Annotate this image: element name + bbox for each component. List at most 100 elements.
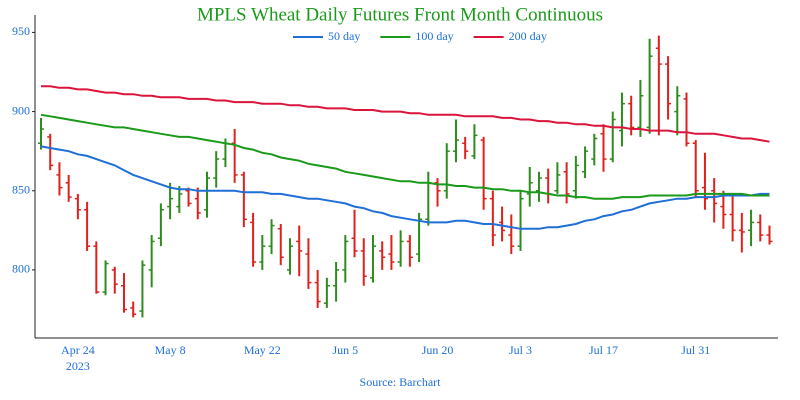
ohlc-bar	[406, 235, 413, 267]
ohlc-bar	[600, 124, 607, 172]
ohlc-bar	[526, 167, 533, 207]
ohlc-bar	[277, 224, 284, 266]
ohlc-bar	[360, 238, 367, 286]
ohlc-bar	[268, 219, 275, 255]
moving-average-line	[41, 85, 770, 143]
ohlc-bar	[618, 92, 625, 147]
ohlc-bar	[563, 162, 570, 204]
x-tick-label: Apr 24	[61, 343, 95, 357]
ohlc-bar	[56, 162, 63, 196]
ohlc-bar	[517, 190, 524, 251]
moving-average-line	[40, 113, 770, 200]
ohlc-bar	[203, 171, 210, 218]
ohlc-bar	[471, 124, 478, 160]
x-tick-label: Jun 20	[422, 343, 454, 357]
ohlc-bar	[665, 56, 672, 120]
legend: 50 day 100 day 200 day	[293, 29, 547, 43]
ohlc-bar	[93, 241, 100, 294]
ohlc-bar	[250, 212, 257, 267]
ohlc-bar	[748, 209, 755, 247]
source-label: Source: Barchart	[360, 375, 442, 389]
x-tick-label: Jul 3	[509, 343, 532, 357]
ohlc-bar	[351, 209, 358, 258]
ohlc-bar	[738, 212, 745, 253]
ohlc-bar	[148, 235, 155, 288]
ohlc-bar	[388, 235, 395, 270]
ohlc-bar	[683, 92, 690, 147]
ohlc-bar	[757, 214, 764, 242]
ohlc-bar	[305, 238, 312, 289]
ohlc-bar	[591, 133, 598, 166]
ohlc-bar	[333, 262, 340, 302]
ohlc-bar	[655, 35, 662, 136]
x-tick-label: May 22	[244, 343, 281, 357]
ohlc-bar	[572, 155, 579, 199]
x-year-label: 2023	[66, 359, 90, 373]
ohlc-bar	[480, 136, 487, 210]
ohlc-bar	[342, 235, 349, 283]
x-tick-label: Jul 17	[589, 343, 618, 357]
ohlc-bar	[729, 193, 736, 242]
ohlc-bar	[443, 143, 450, 199]
ohlc-bar	[65, 174, 72, 202]
ohlc-bar	[701, 152, 708, 210]
x-tick-label: Jun 5	[332, 343, 358, 357]
ohlc-bar	[508, 214, 515, 255]
ohlc-bar	[194, 187, 201, 220]
ohlc-bar	[720, 190, 727, 229]
ohlc-bar	[314, 269, 321, 308]
ohlc-bar	[213, 151, 220, 188]
ohlc-bar	[231, 129, 238, 183]
ohlc-bar	[674, 86, 681, 136]
ohlc-bar	[369, 235, 376, 283]
ohlc-bar	[462, 136, 469, 160]
ohlc-bar	[609, 111, 616, 163]
legend-label: 200 day	[509, 29, 547, 43]
ohlc-bar	[452, 119, 459, 163]
ohlc-bar	[637, 79, 644, 137]
ohlc-bar	[489, 190, 496, 247]
legend-label: 100 day	[415, 29, 453, 43]
ohlc-bar	[286, 238, 293, 275]
y-tick-label: 900	[12, 103, 30, 117]
ohlc-bar	[434, 178, 441, 207]
ohlc-bar	[176, 186, 183, 213]
x-tick-label: Jul 31	[681, 343, 710, 357]
ohlc-bar	[646, 38, 653, 134]
y-tick-label: 800	[12, 262, 30, 276]
ohlc-bar	[167, 182, 174, 220]
ohlc-bar	[535, 171, 542, 202]
ohlc-bar	[102, 260, 109, 296]
ohlc-bar	[692, 140, 699, 198]
ohlc-bar	[74, 193, 81, 220]
ohlc-bar	[323, 277, 330, 308]
moving-average-line	[40, 145, 770, 230]
ohlc-bar	[397, 230, 404, 267]
ohlc-bar	[47, 133, 54, 171]
ohlc-bar	[296, 225, 303, 277]
chart-title: MPLS Wheat Daily Futures Front Month Con…	[197, 4, 603, 25]
ohlc-bar	[38, 117, 44, 150]
ohlc-bar	[185, 187, 192, 207]
ohlc-bar	[111, 266, 118, 294]
ohlc-bar	[545, 168, 552, 204]
x-tick-label: May 8	[155, 343, 186, 357]
ohlc-bar	[259, 235, 266, 270]
legend-label: 50 day	[328, 29, 360, 43]
ohlc-bar	[157, 203, 164, 247]
ohlc-bar	[425, 171, 432, 226]
y-tick-label: 950	[12, 24, 30, 38]
ohlc-bar	[120, 273, 127, 313]
y-tick-label: 850	[12, 183, 30, 197]
ohlc-bar	[84, 201, 91, 251]
ohlc-bar	[130, 301, 137, 318]
ohlc-bar	[711, 178, 718, 223]
ohlc-bar	[240, 171, 247, 228]
ohlc-bar	[139, 260, 146, 318]
ohlc-bar	[379, 241, 386, 270]
ohlc-bar	[766, 225, 773, 245]
ohlc-bar	[499, 206, 506, 242]
ohlc-bar	[554, 162, 561, 194]
ohlc-bar	[582, 146, 589, 179]
